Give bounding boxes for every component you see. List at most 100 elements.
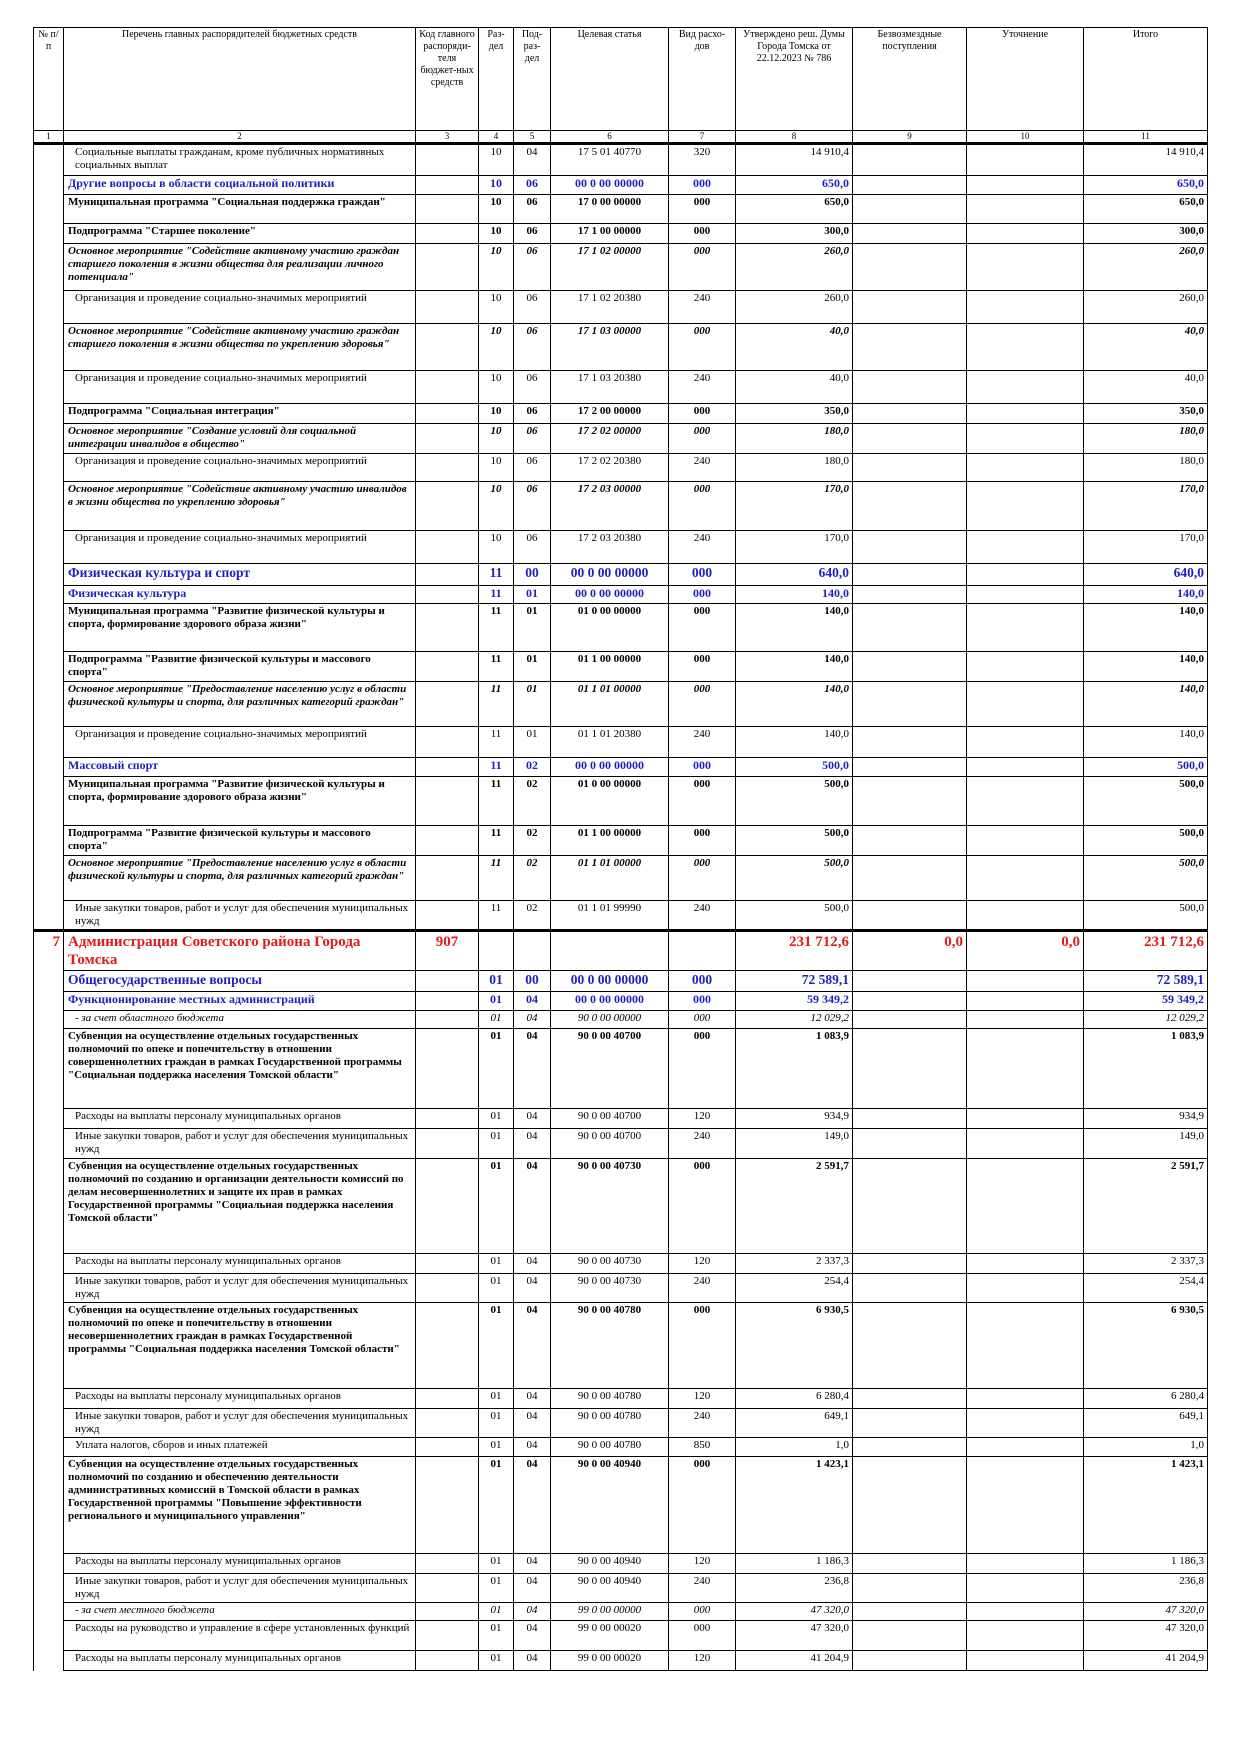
cell: 649,1 [1083, 1408, 1208, 1438]
cell: 06 [513, 290, 551, 324]
cell [550, 929, 669, 971]
cell [852, 194, 967, 224]
cell: 000 [668, 403, 736, 424]
cell: 02 [513, 855, 551, 901]
cell: 01 [478, 1010, 514, 1029]
cell: 140,0 [1083, 585, 1208, 604]
cell: 00 0 00 00000 [550, 991, 669, 1011]
cell: 649,1 [735, 1408, 853, 1438]
cell: 90 0 00 40940 [550, 1553, 669, 1574]
cell: 17 2 02 20380 [550, 453, 669, 482]
cell [966, 423, 1084, 454]
cell [852, 1553, 967, 1574]
cell [852, 243, 967, 291]
cell: 17 2 03 20380 [550, 530, 669, 564]
cell [33, 1437, 64, 1457]
cell: 10 [478, 453, 514, 482]
header-cell: Утверждено реш. Думы Города Томска от 22… [735, 27, 853, 131]
cell [852, 726, 967, 758]
cell [415, 1158, 479, 1254]
cell: 01 [513, 651, 551, 682]
cell [966, 1273, 1084, 1303]
cell [33, 1620, 64, 1651]
cell [852, 1028, 967, 1109]
cell [415, 403, 479, 424]
cell [966, 481, 1084, 531]
cell: 06 [513, 175, 551, 195]
cell: 04 [513, 1108, 551, 1129]
cell [415, 1253, 479, 1274]
item-name: Уплата налогов, сборов и иных платежей [63, 1437, 416, 1457]
cell [966, 776, 1084, 826]
cell: 000 [668, 776, 736, 826]
cell: 01 [478, 1302, 514, 1389]
cell: 41 204,9 [735, 1650, 853, 1671]
cell [852, 1456, 967, 1554]
cell: 90 0 00 40700 [550, 1028, 669, 1109]
cell [513, 929, 551, 971]
cell [33, 1408, 64, 1438]
cell: 240 [668, 530, 736, 564]
cell: 11 [478, 726, 514, 758]
cell: 231 712,6 [735, 929, 853, 971]
cell [966, 243, 1084, 291]
cell [852, 290, 967, 324]
cell: 170,0 [735, 481, 853, 531]
cell [852, 651, 967, 682]
table-row: Расходы на выплаты персоналу муниципальн… [33, 1388, 1208, 1409]
column-number: 5 [513, 130, 551, 145]
cell [415, 563, 479, 586]
cell: 04 [513, 1028, 551, 1109]
cell: 04 [513, 1602, 551, 1621]
cell [966, 651, 1084, 682]
cell [33, 1456, 64, 1554]
cell: 500,0 [1083, 900, 1208, 931]
cell [415, 1602, 479, 1621]
cell: 1 423,1 [735, 1456, 853, 1554]
cell: 240 [668, 370, 736, 404]
cell: 59 349,2 [1083, 991, 1208, 1011]
cell: 01 [513, 681, 551, 727]
cell [33, 1602, 64, 1621]
cell: 260,0 [735, 290, 853, 324]
cell [852, 1302, 967, 1389]
cell: 12 029,2 [1083, 1010, 1208, 1029]
cell [33, 681, 64, 727]
cell [852, 1602, 967, 1621]
cell [852, 423, 967, 454]
cell: 10 [478, 143, 514, 176]
cell: 000 [668, 757, 736, 777]
cell: 01 1 01 00000 [550, 681, 669, 727]
cell [415, 1650, 479, 1671]
table-row: Организация и проведение социально-значи… [33, 290, 1208, 324]
item-name: Муниципальная программа "Социальная подд… [63, 194, 416, 224]
item-name: Иные закупки товаров, работ и услуг для … [63, 1573, 416, 1603]
column-number: 3 [415, 130, 479, 145]
cell [33, 1553, 64, 1574]
item-name: Основное мероприятие "Предоставление нас… [63, 855, 416, 901]
cell: 01 1 01 20380 [550, 726, 669, 758]
cell: 850 [668, 1437, 736, 1457]
cell [966, 175, 1084, 195]
cell [415, 1302, 479, 1389]
item-name: Социальные выплаты гражданам, кроме публ… [63, 143, 416, 176]
item-name: Расходы на выплаты персоналу муниципальн… [63, 1650, 416, 1671]
cell: 000 [668, 223, 736, 244]
cell: 11 [478, 651, 514, 682]
cell: 01 1 01 99990 [550, 900, 669, 931]
cell: 7 [33, 929, 64, 971]
cell: 140,0 [1083, 681, 1208, 727]
cell: 180,0 [735, 453, 853, 482]
item-name: Субвенция на осуществление отдельных гос… [63, 1302, 416, 1389]
cell: 2 337,3 [1083, 1253, 1208, 1274]
cell [852, 970, 967, 992]
cell: 1 186,3 [735, 1553, 853, 1574]
cell: 04 [513, 1650, 551, 1671]
cell: 000 [668, 855, 736, 901]
cell: 00 0 00 00000 [550, 563, 669, 586]
cell: 90 0 00 40700 [550, 1128, 669, 1159]
table-row: Расходы на выплаты персоналу муниципальн… [33, 1253, 1208, 1274]
table-row: Подпрограмма "Старшее поколение" 10 06 17 1… [33, 223, 1208, 244]
item-name: Организация и проведение социально-значи… [63, 726, 416, 758]
table-row: Организация и проведение социально-значи… [33, 726, 1208, 758]
